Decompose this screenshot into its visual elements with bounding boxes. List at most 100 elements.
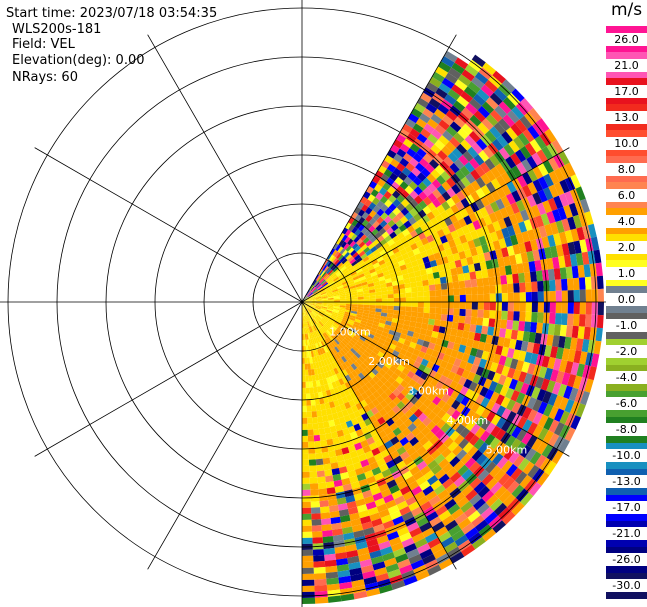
velocity-gate [435,66,449,78]
velocity-gate [316,275,322,282]
velocity-gate [591,353,600,368]
velocity-gate [328,419,336,427]
velocity-gate [321,518,332,526]
velocity-gate [323,283,329,288]
velocity-gate [460,187,471,198]
velocity-gate [396,446,407,456]
velocity-gate [308,351,312,358]
velocity-gate [329,281,335,286]
velocity-gate [464,135,476,147]
velocity-gate [347,266,355,272]
velocity-gate [488,515,502,529]
velocity-gate [336,366,342,373]
velocity-gate [313,290,319,295]
velocity-gate [362,287,369,292]
velocity-gate [453,308,460,316]
velocity-gate [380,315,387,321]
velocity-gate [515,232,525,244]
velocity-gate [520,98,534,112]
velocity-gate [536,270,544,282]
instrument-label: WLS200s-181 [12,22,102,37]
velocity-gate [527,409,538,423]
velocity-gate [505,463,518,477]
velocity-gate [391,490,403,500]
velocity-gate [461,369,471,379]
velocity-gate [451,84,464,96]
velocity-gate [503,376,513,388]
velocity-gate [393,302,400,307]
velocity-gate [350,347,357,355]
velocity-gate [420,465,432,476]
velocity-gate [315,404,322,412]
velocity-gate [395,327,403,334]
velocity-gate [455,180,466,191]
velocity-gate [448,356,457,365]
velocity-gate [421,214,431,224]
velocity-gate [314,293,321,297]
velocity-gate [345,352,352,359]
velocity-gate [396,500,409,511]
velocity-gate [381,266,389,273]
velocity-gate [347,425,356,434]
velocity-gate [311,519,322,526]
velocity-gate [506,245,515,257]
velocity-gate [498,238,507,249]
velocity-gate [369,268,376,274]
velocity-gate [552,209,562,222]
velocity-gate [432,396,442,406]
velocity-gate [387,309,394,314]
velocity-gate [543,417,554,431]
velocity-gate [358,420,367,429]
velocity-gate [405,118,416,129]
velocity-gate [422,340,430,348]
velocity-gate [423,353,432,362]
velocity-gate [446,187,456,198]
velocity-gate [392,247,400,254]
velocity-gate [362,464,372,473]
velocity-gate [303,303,309,308]
velocity-gate [406,446,417,456]
velocity-gate [505,127,518,141]
velocity-gate [530,271,538,282]
velocity-gate [349,314,357,319]
velocity-gate [422,279,429,287]
velocity-gate [438,326,446,334]
velocity-gate [319,270,324,276]
velocity-gate [463,378,473,389]
velocity-gate [349,450,359,459]
velocity-gate [528,261,536,272]
velocity-gate [345,295,352,299]
velocity-gate [381,344,389,351]
velocity-gate [340,332,347,338]
velocity-gate [434,319,441,327]
velocity-gate [468,532,483,545]
velocity-gate [309,296,315,299]
velocity-gate [587,366,597,381]
velocity-gate [421,323,429,330]
velocity-gate [536,388,547,402]
velocity-gate [512,273,520,284]
velocity-gate [392,388,401,397]
velocity-gate [458,438,469,450]
velocity-gate [351,325,359,331]
velocity-gate [306,399,312,406]
velocity-gate [584,378,594,393]
velocity-gate [378,187,388,196]
velocity-gate [418,200,428,210]
velocity-gate [532,399,543,412]
velocity-gate [390,321,398,328]
velocity-gate [576,226,586,241]
velocity-gate [363,302,370,305]
velocity-gate [525,311,532,322]
velocity-gate [303,303,308,309]
velocity-gate [354,367,362,375]
velocity-gate [329,425,337,433]
velocity-gate [410,559,425,570]
colorbar-tick-label: 10.0 [606,136,647,150]
velocity-gate [305,315,308,322]
velocity-gate [345,229,352,237]
velocity-gate [450,349,459,359]
velocity-gate [383,494,395,504]
velocity-gate [455,393,465,403]
velocity-gate [456,496,470,509]
